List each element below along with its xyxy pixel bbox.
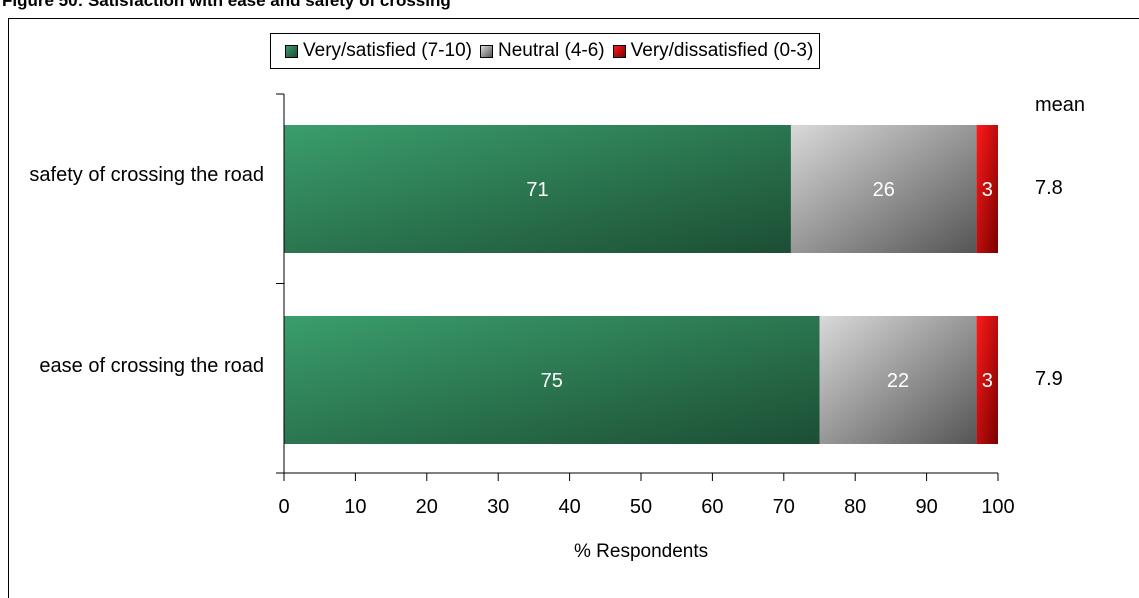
category-label: safety of crossing the road — [29, 164, 264, 186]
mean-value: 7.8 — [1035, 177, 1063, 199]
bar-value-label: 3 — [982, 370, 993, 392]
legend-swatch — [479, 44, 493, 58]
legend-swatch — [612, 44, 626, 58]
x-tick-label: 20 — [416, 496, 438, 518]
bar-value-label: 3 — [982, 179, 993, 201]
bar-segment — [790, 125, 977, 253]
x-tick-label: 90 — [915, 496, 937, 518]
bar-segment — [284, 125, 791, 253]
x-tick-label: 50 — [630, 496, 652, 518]
bar-value-label: 22 — [887, 370, 909, 392]
x-tick-label: 60 — [701, 496, 723, 518]
bar-segment — [284, 316, 820, 444]
bar-value-label: 71 — [526, 179, 548, 201]
bar-value-label: 26 — [873, 179, 895, 201]
legend-label: Very/dissatisfied (0-3) — [630, 40, 814, 61]
legend-item: Very/satisfied (7-10) — [285, 40, 472, 62]
x-tick-label: 70 — [773, 496, 795, 518]
legend-item: Very/dissatisfied (0-3) — [612, 40, 814, 62]
chart-title: Figure 50: Satisfaction with ease and sa… — [2, 0, 451, 10]
bar-segment — [819, 316, 977, 444]
chart-frame — [8, 18, 1139, 598]
bar-segment — [976, 125, 998, 253]
legend-label: Neutral (4-6) — [497, 40, 605, 61]
x-tick-label: 0 — [278, 496, 289, 518]
legend-label: Very/satisfied (7-10) — [303, 40, 472, 61]
mean-column-header: mean — [1035, 94, 1086, 116]
legend: Very/satisfied (7-10) Neutral (4-6) Very/d… — [270, 33, 821, 69]
mean-value: 7.9 — [1035, 368, 1063, 390]
x-tick-label: 80 — [844, 496, 866, 518]
legend-item: Neutral (4-6) — [479, 40, 605, 62]
bar-value-label: 75 — [541, 370, 563, 392]
x-tick-label: 40 — [558, 496, 580, 518]
x-tick-label: 30 — [487, 496, 509, 518]
legend-swatch — [285, 44, 298, 58]
chart-plot: 71 26 3 75 22 3 0 10 20 30 40 50 60 70 80 90 100 — [276, 93, 1015, 518]
x-tick-label: 100 — [981, 496, 1014, 518]
x-tick-label: 10 — [344, 496, 366, 518]
bar-segment — [976, 316, 998, 444]
category-label: ease of crossing the road — [39, 355, 264, 377]
x-axis-title: % Respondents — [574, 541, 709, 562]
